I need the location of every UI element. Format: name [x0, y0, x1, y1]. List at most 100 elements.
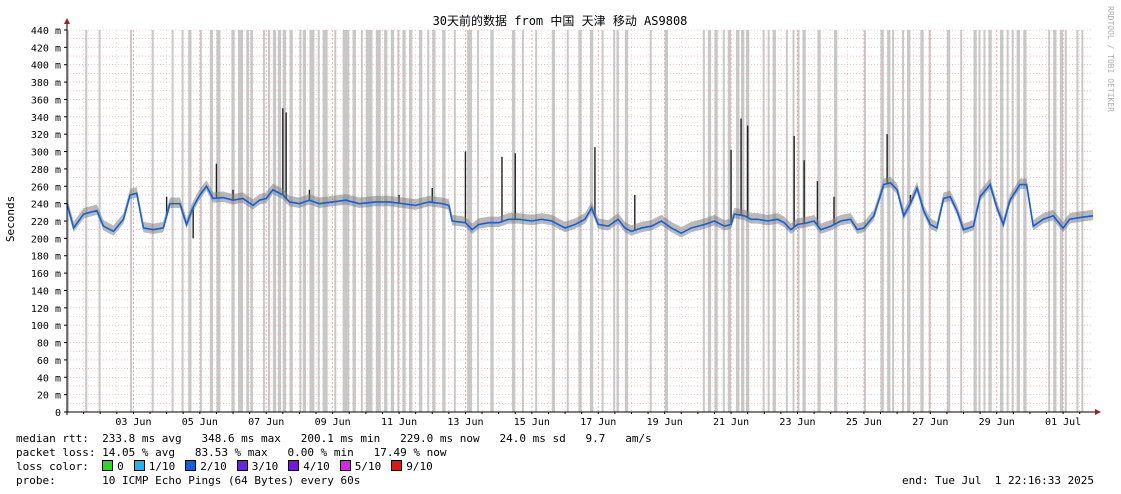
- loss-color-text: 0: [117, 460, 124, 473]
- y-tick-label: 420 m: [31, 43, 61, 54]
- median-label: median rtt:: [16, 432, 89, 445]
- y-tick-label: 140 m: [31, 286, 61, 297]
- loss-band: [130, 30, 133, 412]
- y-tick-label: 120 m: [31, 304, 61, 315]
- loss-band: [262, 30, 265, 412]
- end-time: end: Tue Jul 1 22:16:33 2025: [902, 474, 1095, 487]
- y-tick-label: 300 m: [31, 148, 61, 159]
- axes: [64, 18, 1101, 415]
- x-tick-label: 03 Jun: [115, 417, 151, 428]
- y-tick-label: 340 m: [31, 113, 61, 124]
- loss-band: [151, 30, 154, 412]
- x-ticks: 03 Jun 05 Jun 07 Jun 09 Jun 11 Jun 13 Jun 15 J…: [66, 412, 1081, 428]
- rtt-series: [66, 176, 1094, 238]
- x-tick-label: 25 Jun: [846, 417, 882, 428]
- loss-band: [289, 30, 293, 412]
- loss-band: [390, 30, 395, 412]
- loss-color-swatch: [391, 460, 403, 471]
- loss-band: [317, 30, 320, 412]
- loss-band: [442, 30, 446, 412]
- loss-color-label: loss color:: [16, 460, 89, 473]
- median-values: 233.8 ms avg 348.6 ms max 200.1 ms min 2…: [102, 432, 652, 445]
- loss-color-item: 5/10: [339, 460, 381, 473]
- loss-band: [589, 30, 594, 412]
- loss-color-item: 0: [102, 460, 124, 473]
- loss-color-swatch: [288, 460, 300, 471]
- loss-band: [365, 30, 373, 412]
- loss-band: [375, 30, 381, 412]
- loss-band: [736, 30, 740, 412]
- x-tick-label: 11 Jun: [381, 417, 417, 428]
- loss-band: [409, 30, 413, 412]
- loss-color-swatch: [185, 460, 197, 471]
- y-tick-label: 360 m: [31, 95, 61, 106]
- loss-band: [983, 30, 986, 412]
- y-tick-label: 60 m: [37, 356, 61, 367]
- probe-label: probe:: [16, 474, 56, 487]
- loss-band: [817, 30, 821, 412]
- loss-color-swatch: [102, 460, 114, 471]
- y-tick-label: 180 m: [31, 252, 61, 263]
- loss-band: [231, 30, 235, 412]
- loss-label: packet loss:: [16, 446, 96, 459]
- y-tick-label: 100 m: [31, 321, 61, 332]
- loss-color-item: 9/10: [391, 460, 433, 473]
- x-tick-label: 09 Jun: [315, 417, 351, 428]
- loss-band: [188, 30, 192, 412]
- loss-color-row: loss color: 0 1/10 2/10 3/10 4/10 5/10 9/10: [16, 460, 443, 473]
- loss-band: [181, 30, 184, 412]
- loss-band: [902, 30, 905, 412]
- grid-lines: [66, 29, 1093, 412]
- probe-row: probe: 10 ICMP Echo Pings (64 Bytes) eve…: [16, 474, 360, 487]
- x-tick-label: 13 Jun: [447, 417, 483, 428]
- loss-color-legend: 0 1/10 2/10 3/10 4/10 5/10 9/10: [102, 460, 443, 473]
- loss-band: [880, 30, 884, 412]
- loss-band: [946, 30, 951, 412]
- y-tick-label: 440 m: [31, 26, 61, 37]
- loss-band: [352, 30, 356, 412]
- x-tick-label: 23 Jun: [779, 417, 815, 428]
- loss-band: [299, 30, 302, 412]
- chart-title: 30天前的数据 from 中国 天津 移动 AS9808: [433, 13, 688, 28]
- loss-band: [282, 30, 287, 412]
- y-axis-label: Seconds: [4, 196, 17, 242]
- x-axis-arrow: [1095, 409, 1101, 415]
- loss-band: [402, 30, 406, 412]
- loss-band: [988, 30, 992, 412]
- loss-color-text: 1/10: [148, 460, 176, 473]
- median-rtt-row: median rtt: 233.8 ms avg 348.6 ms max 20…: [16, 432, 652, 445]
- probe-value: 10 ICMP Echo Pings (64 Bytes) every 60s: [102, 474, 361, 487]
- y-axis-arrow: [64, 18, 70, 24]
- median-rtt-line: [66, 181, 1094, 235]
- x-tick-label: 15 Jun: [514, 417, 550, 428]
- x-tick-label: 17 Jun: [580, 417, 616, 428]
- loss-band: [238, 30, 243, 412]
- loss-band: [267, 30, 271, 412]
- loss-color-text: 4/10: [303, 460, 330, 473]
- loss-band: [85, 30, 88, 412]
- loss-color-swatch: [236, 460, 248, 471]
- loss-color-text: 9/10: [406, 460, 433, 473]
- y-tick-label: 200 m: [31, 234, 61, 245]
- loss-color-item: 1/10: [133, 460, 176, 473]
- y-tick-label: 240 m: [31, 200, 61, 211]
- loss-color-item: 3/10: [236, 460, 278, 473]
- y-tick-label: 0: [55, 408, 61, 419]
- loss-band: [397, 30, 400, 412]
- y-tick-label: 380 m: [31, 78, 61, 89]
- x-tick-label: 27 Jun: [912, 417, 948, 428]
- loss-band: [216, 30, 221, 412]
- y-tick-label: 260 m: [31, 182, 61, 193]
- y-ticks: 0 20 m 40 m 60 m 80 m 100 m 120 m 140 m 160 m 180…: [31, 26, 67, 419]
- loss-band: [624, 30, 629, 412]
- y-tick-label: 40 m: [37, 373, 61, 384]
- loss-color-swatch: [133, 460, 145, 471]
- loss-band: [342, 30, 350, 412]
- x-tick-label: 19 Jun: [647, 417, 683, 428]
- x-tick-label: 01 Jul: [1045, 417, 1081, 428]
- y-tick-label: 20 m: [37, 391, 61, 402]
- loss-band: [907, 30, 911, 412]
- loss-band: [199, 30, 202, 412]
- x-tick-label: 29 Jun: [979, 417, 1015, 428]
- loss-color-swatch: [339, 460, 351, 471]
